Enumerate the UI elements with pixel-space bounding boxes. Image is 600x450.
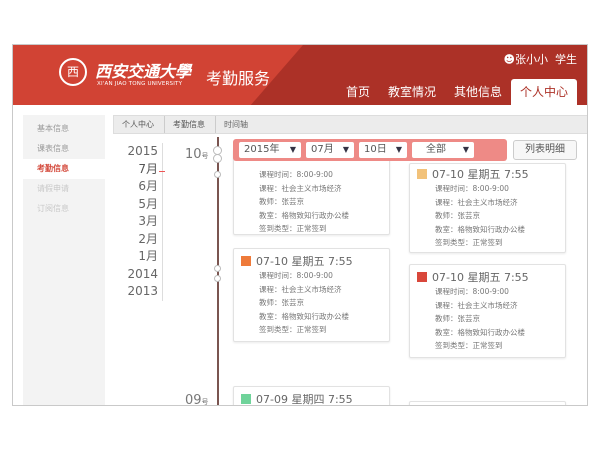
month-select[interactable]: 07月 ▼: [306, 142, 354, 158]
course-name: 课程：社会主义市场经济: [435, 300, 518, 310]
classroom: 教室：格物致知行政办公楼: [259, 210, 349, 220]
year-select[interactable]: 2015年 ▼: [239, 142, 301, 158]
card-title: 07-10 星期五 7:55: [417, 166, 558, 182]
course-time: 课程时间：8:00-9:00: [435, 287, 509, 296]
course-name: 课程：社会主义市场经济: [259, 284, 342, 294]
service-title: 考勤服务: [206, 69, 271, 88]
day-select[interactable]: 10日 ▼: [359, 142, 407, 158]
year-month-list: 2015 7月 6月 5月 3月 2月 1月 2014 2013: [118, 143, 163, 301]
month-value: 07月: [311, 144, 334, 155]
app-window: 西 西安交通大學 XI'AN JIAO TONG UNIVERSITY 考勤服务…: [12, 44, 588, 406]
sidebar: 基本信息 课表信息 考勤信息 请假申请 订阅信息: [23, 115, 105, 405]
classroom: 教室：格物致知行政办公楼: [259, 311, 349, 321]
month-item[interactable]: 6月: [138, 179, 158, 193]
month-item[interactable]: 1月: [138, 249, 158, 263]
year-item[interactable]: 2014: [127, 266, 158, 281]
year-value: 2015年: [244, 144, 280, 155]
course-time: 课程时间：8:00-9:00: [259, 170, 333, 179]
classroom: 教室：格物致知行政办公楼: [435, 224, 525, 234]
breadcrumb-item: 时间轴: [224, 120, 248, 129]
user-icon: ☻: [503, 53, 515, 66]
user-name: 张小小: [515, 53, 548, 66]
day-value: 10日: [364, 144, 387, 155]
checkin-icon: [241, 256, 251, 266]
sidebar-item-attendance[interactable]: 考勤信息: [23, 159, 105, 179]
date-filter-bar: 2015年 ▼ 07月 ▼ 10日 ▼ 全部 ▼: [233, 139, 507, 161]
breadcrumb-item[interactable]: 个人中心: [114, 116, 165, 133]
university-logo-icon: 西: [59, 58, 87, 86]
course-name: 课程：社会主义市场经济: [435, 197, 518, 207]
nav-other[interactable]: 其他信息: [453, 85, 502, 99]
checkin-type: 签到类型：正常签到: [259, 325, 327, 334]
year-item[interactable]: 2013: [127, 284, 158, 298]
checkin-type: 签到类型：正常签到: [435, 341, 503, 350]
month-item[interactable]: 2月: [138, 231, 158, 246]
checkin-type: 签到类型：正常签到: [435, 238, 503, 247]
day-label: 10号: [185, 147, 209, 162]
chevron-down-icon: ▼: [342, 145, 349, 154]
month-item[interactable]: 7月: [138, 161, 158, 176]
teacher: 教师：张芸京: [259, 197, 304, 206]
user-info[interactable]: ☻张小小 学生: [504, 51, 577, 67]
checkin-icon: [241, 394, 251, 404]
day-label: 09号: [185, 393, 209, 406]
type-select[interactable]: 全部 ▼: [412, 142, 474, 158]
sidebar-item-subscribe[interactable]: 订阅信息: [37, 204, 69, 213]
month-item[interactable]: 5月: [138, 196, 158, 211]
checkin-icon: [417, 272, 427, 282]
nav-classroom[interactable]: 教室情况: [387, 85, 436, 99]
timeline-node: [214, 265, 221, 272]
year-item[interactable]: 2015: [127, 144, 158, 158]
school-name: 西安交通大學: [95, 62, 192, 81]
list-detail-button[interactable]: 列表明细: [513, 140, 577, 160]
sidebar-item-leave[interactable]: 请假申请: [37, 184, 69, 193]
nav-home[interactable]: 首页: [345, 85, 370, 99]
classroom: 教室：格物致知行政办公楼: [435, 327, 525, 337]
sidebar-item-basic[interactable]: 基本信息: [37, 124, 69, 133]
attendance-card[interactable]: 07-09 星期四 7:55: [233, 386, 390, 406]
course-time: 课程时间：8:00-9:00: [435, 184, 509, 193]
card-title-text: 07-09 星期四 7:55: [256, 393, 353, 406]
chevron-down-icon: ▼: [462, 145, 469, 154]
type-value: 全部: [426, 144, 446, 155]
checkin-type: 签到类型：正常签到: [259, 224, 327, 233]
month-marker: [159, 171, 165, 172]
attendance-card[interactable]: [409, 401, 566, 405]
breadcrumb-item[interactable]: 考勤信息: [165, 116, 216, 133]
chevron-down-icon: ▼: [395, 145, 402, 154]
month-item[interactable]: 3月: [138, 214, 158, 228]
card-title-text: 07-10 星期五 7:55: [432, 168, 529, 181]
teacher: 教师：张芸京: [435, 211, 480, 220]
timeline-node: [214, 275, 221, 282]
checkin-icon: [417, 169, 427, 179]
timeline-node: [214, 171, 221, 178]
user-role: 学生: [555, 53, 577, 66]
school-name-en: XI'AN JIAO TONG UNIVERSITY: [97, 81, 183, 87]
breadcrumb: 个人中心 考勤信息 时间轴: [113, 115, 587, 134]
sidebar-item-schedule[interactable]: 课表信息: [37, 144, 69, 153]
chevron-down-icon: ▼: [289, 145, 296, 154]
course-time: 课程时间：8:00-9:00: [259, 271, 333, 280]
teacher: 教师：张芸京: [259, 298, 304, 307]
attendance-card[interactable]: 课程时间：8:00-9:00 课程：社会主义市场经济 教师：张芸京 教室：格物致…: [233, 149, 390, 235]
attendance-card[interactable]: 07-10 星期五 7:55 课程时间：8:00-9:00 课程：社会主义市场经…: [409, 264, 566, 358]
header: 西 西安交通大學 XI'AN JIAO TONG UNIVERSITY 考勤服务…: [13, 45, 587, 105]
nav-personal[interactable]: 个人中心: [510, 79, 577, 105]
attendance-card[interactable]: 07-10 星期五 7:55 课程时间：8:00-9:00 课程：社会主义市场经…: [233, 248, 390, 342]
card-title: 07-09 星期四 7:55: [241, 391, 382, 406]
course-name: 课程：社会主义市场经济: [259, 183, 342, 193]
card-title-text: 07-10 星期五 7:55: [256, 255, 353, 268]
teacher: 教师：张芸京: [435, 314, 480, 323]
attendance-card[interactable]: 07-10 星期五 7:55 课程时间：8:00-9:00 课程：社会主义市场经…: [409, 163, 566, 253]
timeline-node: [213, 154, 222, 163]
main-nav: 首页 教室情况 其他信息 个人中心: [337, 79, 577, 105]
card-title-text: 07-10 星期五 7:55: [432, 271, 529, 284]
card-title: 07-10 星期五 7:55: [241, 253, 382, 269]
card-title: 07-10 星期五 7:55: [417, 269, 558, 285]
